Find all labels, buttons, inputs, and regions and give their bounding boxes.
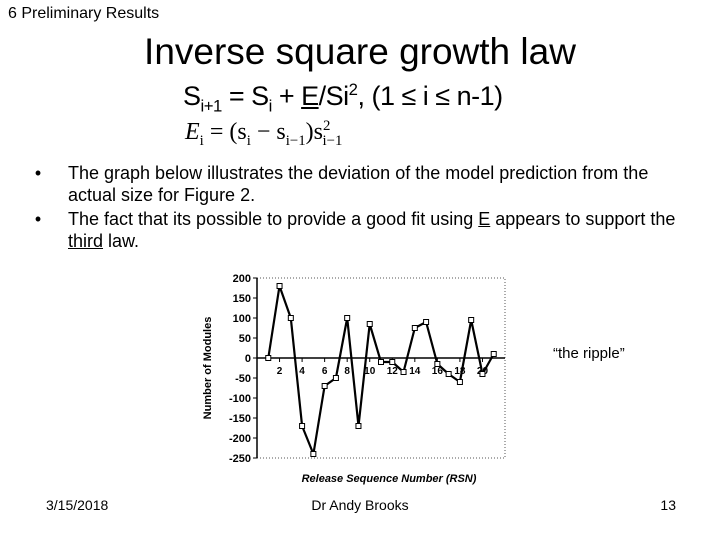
data-point (411, 325, 418, 331)
y-axis-label: Number of Modules (202, 317, 214, 420)
y-tick-label: 200 (233, 273, 251, 285)
ripple-annotation: “the ripple” (553, 345, 625, 362)
data-point (332, 375, 339, 381)
data-point (389, 359, 396, 365)
x-axis-label: Release Sequence Number (RSN) (302, 473, 477, 485)
data-point (490, 351, 497, 357)
bullet-list: • The graph below illustrates the deviati… (28, 162, 688, 254)
x-tick-label: 8 (344, 366, 350, 377)
data-point (378, 359, 384, 365)
y-tick-label: 50 (239, 333, 251, 345)
y-tick-label: 0 (245, 353, 251, 365)
data-point (366, 321, 373, 327)
x-tick-label: 6 (322, 366, 328, 377)
formula-e-definition: Ei = (si − si−1)s2i−1 (185, 118, 343, 149)
section-label: 6 Preliminary Results (8, 5, 160, 22)
y-tick-label: -100 (229, 393, 251, 405)
footer-date: 3/15/2018 (46, 497, 109, 513)
data-point (400, 369, 407, 375)
y-tick-label: -150 (229, 413, 251, 425)
x-tick-label: 14 (409, 366, 421, 377)
data-point (265, 355, 272, 361)
y-tick-label: -200 (229, 433, 251, 445)
bullet-item: • The graph below illustrates the deviati… (34, 163, 649, 205)
data-point (299, 423, 306, 429)
slide-title: Inverse square growth law (144, 31, 576, 72)
data-point (355, 423, 362, 429)
y-tick-label: 100 (233, 313, 251, 325)
data-point (321, 383, 328, 389)
data-point (468, 317, 475, 323)
x-tick-label: 18 (454, 366, 466, 377)
data-point (445, 371, 452, 377)
y-tick-label: -50 (235, 373, 251, 385)
bullet-item: • The fact that its possible to provide a… (34, 209, 676, 251)
ripple-chart: 200 150 100 50 0 -50 -100 -150 -200 -250 2 4 6 8 10 12 1… (195, 266, 520, 491)
chart-svg: 200 150 100 50 0 -50 -100 -150 -200 -250 2 4 6 8 10 12 1… (202, 273, 506, 485)
data-point (423, 319, 430, 325)
y-tick-label: 150 (233, 293, 251, 305)
data-point (456, 379, 463, 385)
x-tick-label: 16 (432, 366, 444, 377)
footer-page-number: 13 (660, 497, 676, 513)
x-tick-label: 2 (277, 366, 283, 377)
x-tick-label: 4 (299, 366, 305, 377)
data-point (310, 451, 317, 457)
footer-author: Dr Andy Brooks (311, 497, 409, 513)
data-point (479, 371, 486, 377)
data-point (276, 283, 283, 289)
plot-frame (256, 277, 506, 459)
data-point (287, 315, 294, 321)
x-tick-label: 12 (387, 366, 399, 377)
y-tick-label: -250 (229, 453, 251, 465)
data-point (434, 361, 441, 367)
data-point (344, 315, 351, 321)
formula-growth-law: Si+1 = Si + E/Si2, (1 ≤ i ≤ n-1) (183, 80, 503, 116)
x-tick-label: 10 (364, 366, 376, 377)
